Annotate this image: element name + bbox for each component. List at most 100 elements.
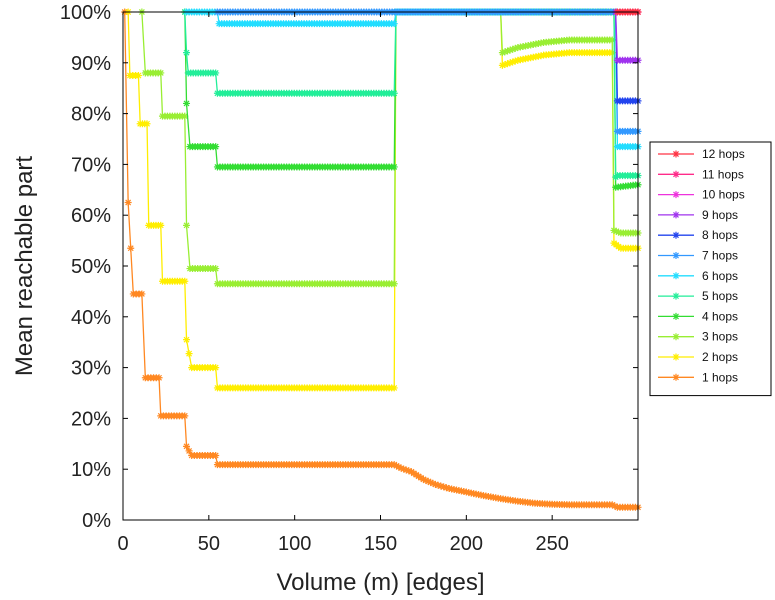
data-point-1-hops: [412, 471, 420, 479]
data-point-1-hops: [437, 482, 445, 490]
x-axis-title: Volume (m) [edges]: [276, 569, 484, 596]
data-point-3-hops: [390, 280, 398, 288]
data-point-1-hops: [427, 478, 435, 486]
legend-label: 7 hops: [702, 249, 738, 263]
legend-box: [649, 141, 772, 397]
legend-item-11-hops: 11 hops: [658, 167, 744, 181]
data-point-1-hops: [155, 374, 163, 382]
data-point-1-hops: [395, 463, 403, 471]
data-point-1-hops: [419, 475, 427, 483]
data-point-1-hops: [402, 466, 410, 474]
data-point-2-hops: [212, 364, 220, 372]
data-point-1-hops: [185, 447, 193, 455]
data-point-1-hops: [422, 476, 430, 484]
data-point-3-hops: [610, 226, 618, 234]
y-tick-label: 0%: [82, 510, 111, 532]
legend-swatch-marker: [672, 353, 680, 361]
data-point-1-hops: [405, 467, 413, 475]
data-point-1-hops: [181, 412, 189, 420]
legend-item-7-hops: 7 hops: [658, 249, 738, 263]
y-tick-label: 40%: [71, 307, 111, 329]
y-tick-label: 30%: [71, 358, 111, 380]
series-9-hops: [612, 8, 642, 64]
data-point-1-hops: [415, 472, 423, 480]
y-tick-label: 20%: [71, 408, 111, 430]
data-point-1-hops: [431, 480, 439, 488]
legend-swatch-marker: [672, 211, 680, 219]
series-line-2-hops: [127, 11, 638, 389]
data-point-3-hops: [511, 44, 519, 52]
data-point-3-hops: [498, 49, 506, 57]
data-point-1-hops: [390, 461, 398, 469]
data-point-3-hops: [181, 112, 189, 120]
y-tick-label: 70%: [71, 154, 111, 176]
data-point-2-hops: [157, 221, 165, 229]
legend-label: 5 hops: [702, 289, 738, 303]
legend-item-5-hops: 5 hops: [658, 289, 738, 303]
data-point-3-hops: [509, 45, 517, 53]
data-point-4-hops: [183, 99, 191, 107]
data-point-1-hops: [212, 451, 220, 459]
data-point-5-hops: [212, 69, 220, 77]
data-point-1-hops: [127, 244, 135, 252]
legend-label: 12 hops: [702, 147, 745, 161]
data-point-2-hops: [504, 60, 512, 68]
x-tick-label: 200: [450, 533, 483, 555]
data-point-4-hops: [212, 143, 220, 151]
data-point-5-hops: [183, 49, 191, 57]
y-tick-label: 80%: [71, 104, 111, 126]
legend-label: 9 hops: [702, 208, 738, 222]
legend-swatch-marker: [672, 333, 680, 341]
data-point-3-hops: [501, 48, 509, 56]
legend-label: 2 hops: [702, 350, 738, 364]
legend-item-6-hops: 6 hops: [658, 269, 738, 283]
legend-swatch-marker: [672, 292, 680, 300]
legend-item-10-hops: 10 hops: [658, 188, 745, 202]
legend-swatch-marker: [672, 191, 680, 199]
data-point-2-hops: [134, 72, 142, 79]
data-point-2-hops: [511, 57, 519, 65]
legend-swatch-marker: [672, 373, 680, 381]
data-point-1-hops: [429, 479, 437, 487]
series-5-hops: [181, 8, 642, 181]
data-point-3-hops: [506, 46, 514, 54]
data-point-1-hops: [608, 501, 616, 509]
legend-item-2-hops: 2 hops: [658, 350, 738, 364]
y-tick-label: 90%: [71, 53, 111, 75]
y-tick-label: 50%: [71, 256, 111, 278]
data-point-1-hops: [407, 468, 415, 476]
legend-item-12-hops: 12 hops: [658, 147, 745, 161]
data-point-3-hops: [212, 265, 220, 273]
data-point-6-hops: [390, 20, 398, 28]
data-point-1-hops: [138, 290, 146, 298]
x-tick-label: 150: [364, 533, 397, 555]
legend-swatch-marker: [672, 231, 680, 239]
data-point-2-hops: [506, 59, 514, 67]
data-point-1-hops: [393, 462, 401, 470]
y-tick-label: 10%: [71, 459, 111, 481]
data-point-1-hops: [410, 469, 418, 477]
data-point-1-hops: [124, 199, 132, 206]
series-line-6-hops: [186, 11, 638, 148]
data-point-2-hops: [185, 350, 193, 358]
data-point-1-hops: [611, 502, 619, 510]
x-tick-label: 100: [278, 533, 311, 555]
data-point-3-hops: [504, 47, 512, 55]
series-2-hops: [124, 8, 642, 392]
legend: 12 hops 11 hops 10 hops 9 hops 8 hops 7 hops 6…: [649, 141, 772, 397]
legend-label: 11 hops: [702, 167, 744, 181]
legend-label: 10 hops: [702, 188, 745, 202]
data-point-5-hops: [390, 89, 398, 97]
legend-label: 1 hops: [702, 370, 738, 384]
data-point-1-hops: [424, 477, 432, 485]
data-point-3-hops: [183, 221, 191, 229]
data-point-1-hops: [183, 442, 191, 450]
data-point-3-hops: [615, 228, 623, 236]
data-point-2-hops: [181, 277, 189, 285]
series-line-7-hops: [217, 11, 638, 133]
data-point-3-hops: [157, 69, 165, 77]
series-7-hops: [213, 8, 642, 135]
data-point-1-hops: [434, 481, 442, 489]
